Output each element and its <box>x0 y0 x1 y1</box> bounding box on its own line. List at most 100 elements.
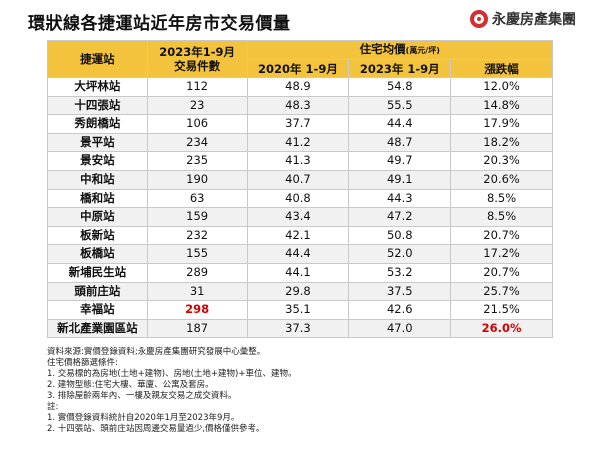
station-cell: 秀朗橋站 <box>47 114 148 134</box>
change-cell: 17.9% <box>450 114 553 134</box>
footnote-line: 1. 實價登錄資料統計自2020年1月至2023年9月。 <box>47 413 240 423</box>
change-cell: 8.5% <box>450 207 553 227</box>
station-cell: 新埔民生站 <box>47 262 148 283</box>
count-cell: 23 <box>146 95 248 116</box>
change-cell: 8.5% <box>450 188 553 209</box>
change-cell: 20.3% <box>450 151 553 171</box>
price-volume-table: 捷運站 2023年1-9月 交易件數 住宅均價(萬元/坪) 2020年 1-9月… <box>47 40 554 339</box>
price-2023-cell: 54.8 <box>348 77 452 97</box>
brand-name: 永慶房產集團 <box>492 12 576 28</box>
station-cell: 景平站 <box>47 132 148 153</box>
header-price-2020: 2020年 1-9月 <box>246 59 350 78</box>
price-2023-cell: 42.6 <box>348 300 452 320</box>
price-2023-cell: 52.0 <box>348 244 452 264</box>
footnotes: 資料來源:實價登錄資料;永慶房產集團研究發展中心彙整。 住宅價格篩選條件: 1. 交… <box>47 347 296 435</box>
count-cell: 31 <box>146 281 248 302</box>
table-row: 中原站 159 43.4 47.2 8.5% <box>47 207 553 227</box>
header-price-label: 住宅均價 <box>359 42 406 56</box>
table-row: 大坪林站 112 48.9 54.8 12.0% <box>47 77 553 97</box>
table-row: 板新站 232 42.1 50.8 20.7% <box>47 225 553 246</box>
price-2020-cell: 42.1 <box>246 225 350 246</box>
price-2020-cell: 41.3 <box>246 151 350 171</box>
price-2020-cell: 41.2 <box>246 132 350 153</box>
table-body: 大坪林站 112 48.9 54.8 12.0% 十四張站 23 48.3 55.5 14.8% 秀… <box>47 77 553 339</box>
table-row: 新埔民生站 289 44.1 53.2 20.7% <box>47 262 553 283</box>
station-cell: 景安站 <box>47 151 148 171</box>
footnote-line: 資料來源:實價登錄資料;永慶房產集團研究發展中心彙整。 <box>47 347 266 357</box>
change-cell: 20.6% <box>450 169 553 190</box>
footnote-line: 註: <box>47 402 59 412</box>
table-row: 頭前庄站 31 29.8 37.5 25.7% <box>47 281 553 302</box>
table-row: 景平站 234 41.2 48.7 18.2% <box>47 132 553 153</box>
price-2020-cell: 43.4 <box>246 207 350 227</box>
price-2020-cell: 40.7 <box>246 169 350 190</box>
price-2023-cell: 47.0 <box>348 318 452 339</box>
station-cell: 十四張站 <box>47 95 148 116</box>
change-cell: 18.2% <box>450 132 553 153</box>
header-price-unit: (萬元/坪) <box>405 46 440 55</box>
change-cell: 21.5% <box>450 300 553 320</box>
price-2020-cell: 29.8 <box>246 281 350 302</box>
table-row: 橋和站 63 40.8 44.3 8.5% <box>47 188 553 209</box>
price-2020-cell: 37.7 <box>246 114 350 134</box>
change-cell: 20.7% <box>450 262 553 283</box>
price-2020-cell: 37.3 <box>246 318 350 339</box>
price-2023-cell: 44.4 <box>348 114 452 134</box>
price-2023-cell: 55.5 <box>348 95 452 116</box>
yungching-logo-icon <box>470 10 488 28</box>
price-2023-cell: 47.2 <box>348 207 452 227</box>
price-2020-cell: 48.3 <box>246 95 350 116</box>
change-cell: 25.7% <box>450 281 553 302</box>
count-cell: 289 <box>146 262 248 283</box>
price-2020-cell: 44.4 <box>246 244 350 264</box>
station-cell: 板橋站 <box>47 244 148 264</box>
change-cell: 17.2% <box>450 244 553 264</box>
brand: 永慶房產集團 <box>470 9 576 29</box>
price-2023-cell: 48.7 <box>348 132 452 153</box>
station-cell: 大坪林站 <box>47 77 148 97</box>
station-cell: 幸福站 <box>47 300 148 320</box>
footnote-line: 1. 交易標的為房地(土地+建物)、房地(土地+建物)+車位、建物。 <box>47 369 297 379</box>
count-cell: 232 <box>146 225 248 246</box>
count-cell: 159 <box>146 207 248 227</box>
price-2023-cell: 49.7 <box>348 151 452 171</box>
station-cell: 中原站 <box>47 207 148 227</box>
count-cell: 106 <box>146 114 248 134</box>
station-cell: 橋和站 <box>47 188 148 209</box>
price-2020-cell: 44.1 <box>246 262 350 283</box>
station-cell: 頭前庄站 <box>47 281 148 302</box>
header-change: 漲跌幅 <box>450 59 553 78</box>
table-row: 秀朗橋站 106 37.7 44.4 17.9% <box>47 114 553 134</box>
price-2023-cell: 53.2 <box>348 262 452 283</box>
page-title: 環狀線各捷運站近年房市交易價量 <box>28 14 291 34</box>
header-station: 捷運站 <box>47 40 148 78</box>
footnote-line: 2. 十四張站、頭前庄站因周邊交易量過少,價格僅供參考。 <box>47 424 265 434</box>
table-row: 幸福站 298 35.1 42.6 21.5% <box>47 300 553 320</box>
table-row: 新北產業園區站 187 37.3 47.0 26.0% <box>47 318 553 339</box>
count-cell: 235 <box>146 151 248 171</box>
price-2023-cell: 44.3 <box>348 188 452 209</box>
table-row: 十四張站 23 48.3 55.5 14.8% <box>47 95 553 116</box>
station-cell: 新北產業園區站 <box>47 318 148 339</box>
table-row: 中和站 190 40.7 49.1 20.6% <box>47 169 553 190</box>
header-price-group: 住宅均價(萬元/坪) <box>246 40 554 60</box>
footnote-line: 2. 建物型態:住宅大樓、華廈、公寓及套房。 <box>47 380 214 390</box>
price-2020-cell: 40.8 <box>246 188 350 209</box>
price-2023-cell: 50.8 <box>348 225 452 246</box>
price-2020-cell: 48.9 <box>246 77 350 97</box>
count-cell: 155 <box>146 244 248 264</box>
price-2023-cell: 49.1 <box>348 169 452 190</box>
change-cell: 20.7% <box>450 225 553 246</box>
header-price-2023: 2023年 1-9月 <box>348 59 452 78</box>
table-row: 板橋站 155 44.4 52.0 17.2% <box>47 244 553 264</box>
footnote-line: 住宅價格篩選條件: <box>47 358 118 368</box>
change-cell: 26.0% <box>450 318 553 339</box>
price-2020-cell: 35.1 <box>246 300 350 320</box>
count-cell: 190 <box>146 169 248 190</box>
count-cell: 234 <box>146 132 248 153</box>
count-cell: 187 <box>146 318 248 339</box>
station-cell: 中和站 <box>47 169 148 190</box>
change-cell: 14.8% <box>450 95 553 116</box>
header-count-line2: 交易件數 <box>174 59 221 73</box>
header-count-line1: 2023年1-9月 <box>159 45 236 59</box>
